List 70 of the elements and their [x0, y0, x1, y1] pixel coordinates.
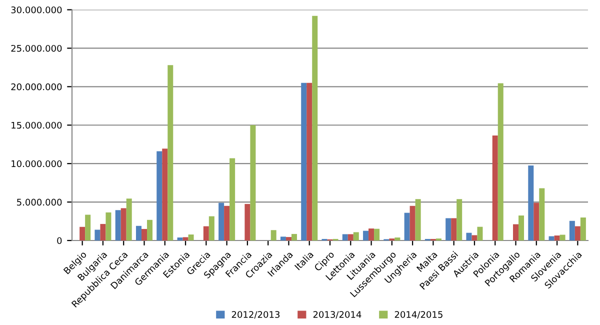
bar [560, 234, 566, 240]
bar [250, 125, 256, 240]
bar [126, 198, 132, 240]
bar [208, 216, 214, 240]
bar [368, 228, 374, 240]
bar [528, 166, 534, 240]
bar [363, 230, 369, 240]
bar [539, 188, 545, 240]
bar [94, 230, 100, 240]
bar [156, 151, 162, 240]
bar [177, 238, 183, 240]
bar [410, 206, 416, 240]
bar [270, 230, 276, 240]
legend-label: 2014/2015 [394, 311, 442, 319]
bar [513, 224, 519, 240]
y-tick-label: 0 [57, 237, 62, 244]
bar [353, 232, 359, 240]
bar [569, 220, 575, 240]
bar [136, 226, 142, 240]
bar [106, 212, 112, 240]
bar [291, 234, 297, 240]
bar [312, 16, 318, 240]
y-tick-label: 20.000.000 [11, 83, 62, 90]
bar [534, 202, 540, 240]
bar [554, 236, 560, 240]
bar [100, 224, 106, 240]
y-tick-label: 30.000.000 [11, 6, 62, 14]
bar [580, 218, 586, 240]
bar [244, 204, 250, 240]
bar [498, 83, 504, 240]
bar [306, 82, 312, 240]
bar [280, 236, 286, 240]
bar [203, 226, 209, 240]
bar [477, 226, 483, 240]
bar [446, 218, 452, 240]
bar [80, 226, 86, 240]
bar [548, 236, 554, 240]
bar [141, 228, 147, 240]
bar [301, 82, 307, 240]
bar [451, 218, 457, 240]
bar [404, 212, 410, 240]
bar [85, 214, 91, 240]
bar [162, 148, 168, 240]
legend-label: 2012/2013 [232, 311, 280, 319]
bar [188, 234, 194, 240]
bar [224, 206, 230, 240]
bar [230, 158, 236, 240]
bar [115, 210, 121, 240]
bar [456, 199, 462, 240]
bar [286, 237, 292, 240]
bar [218, 202, 224, 240]
bar [168, 65, 174, 240]
bar [415, 199, 421, 240]
bar [120, 208, 126, 240]
bar [394, 238, 400, 240]
bar [374, 228, 380, 240]
y-tick-label: 5.000.000 [17, 198, 62, 206]
y-tick-label: 25.000.000 [11, 44, 62, 52]
y-tick-label: 10.000.000 [12, 160, 62, 168]
bar [492, 136, 498, 240]
bar [182, 237, 188, 240]
bar [574, 226, 580, 240]
y-tick-label: 15.000.000 [12, 122, 62, 129]
bar [348, 234, 354, 240]
legend-label: 2013/2014 [313, 311, 362, 319]
bar [518, 216, 524, 240]
bar [342, 234, 348, 240]
bar [472, 235, 478, 240]
bar [146, 220, 152, 240]
bar [466, 232, 472, 240]
